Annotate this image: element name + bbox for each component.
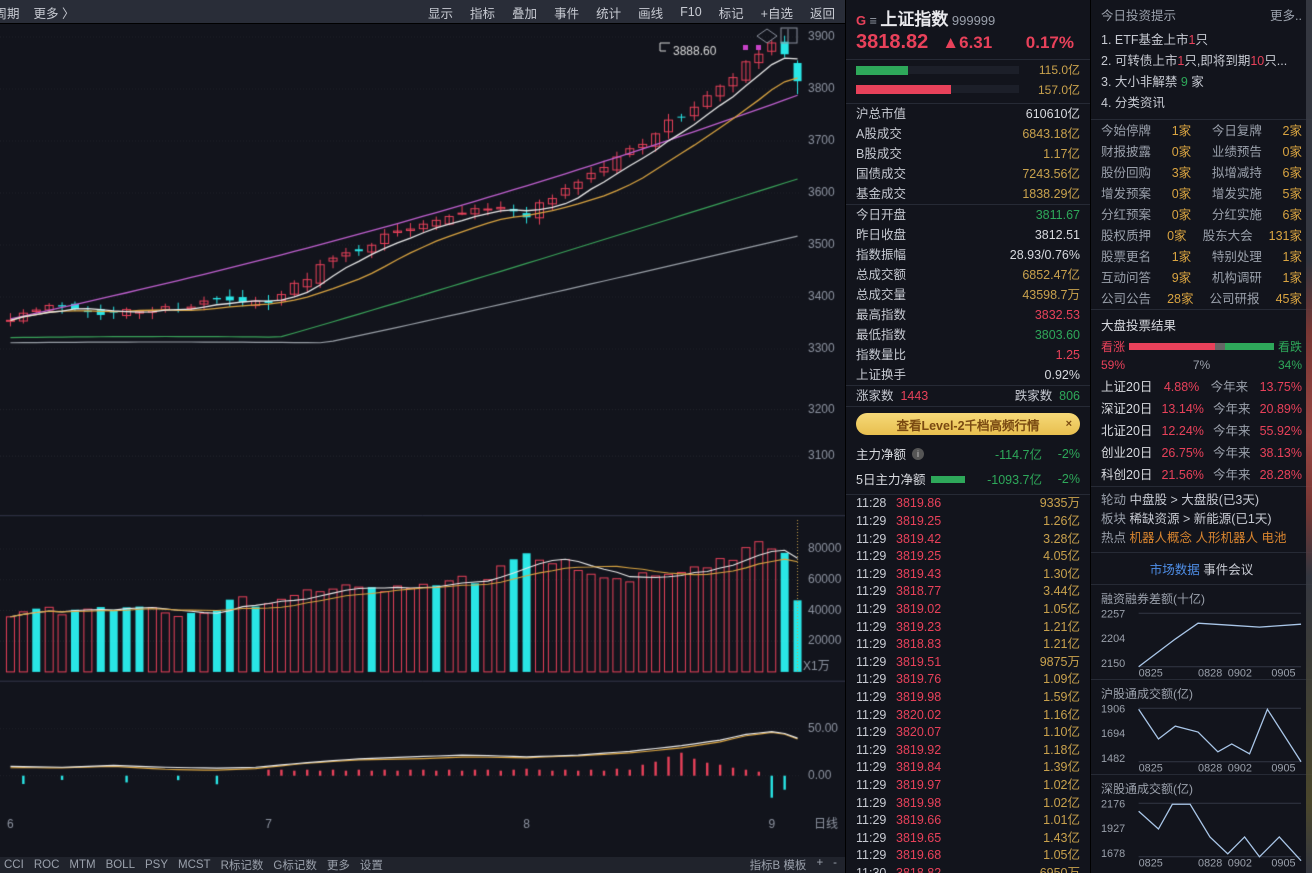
svg-text:1906: 1906 (1101, 704, 1125, 715)
svg-text:0828: 0828 (1198, 763, 1222, 772)
svg-text:1678: 1678 (1101, 848, 1125, 860)
svg-text:0902: 0902 (1228, 858, 1252, 867)
svg-text:0828: 0828 (1198, 668, 1222, 677)
svg-text:0902: 0902 (1228, 668, 1252, 677)
svg-text:0825: 0825 (1139, 668, 1163, 677)
svg-text:0828: 0828 (1198, 858, 1222, 867)
svg-text:1482: 1482 (1101, 753, 1125, 765)
svg-text:0825: 0825 (1139, 858, 1163, 867)
svg-text:1694: 1694 (1101, 728, 1125, 740)
svg-text:0825: 0825 (1139, 763, 1163, 772)
svg-text:2176: 2176 (1101, 799, 1125, 810)
svg-text:0905: 0905 (1271, 763, 1295, 772)
svg-text:1927: 1927 (1101, 823, 1125, 835)
svg-text:2150: 2150 (1101, 658, 1125, 670)
svg-text:2204: 2204 (1101, 633, 1125, 645)
svg-text:0905: 0905 (1271, 668, 1295, 677)
svg-text:0905: 0905 (1271, 858, 1295, 867)
svg-text:2257: 2257 (1101, 609, 1125, 620)
svg-text:0902: 0902 (1228, 763, 1252, 772)
